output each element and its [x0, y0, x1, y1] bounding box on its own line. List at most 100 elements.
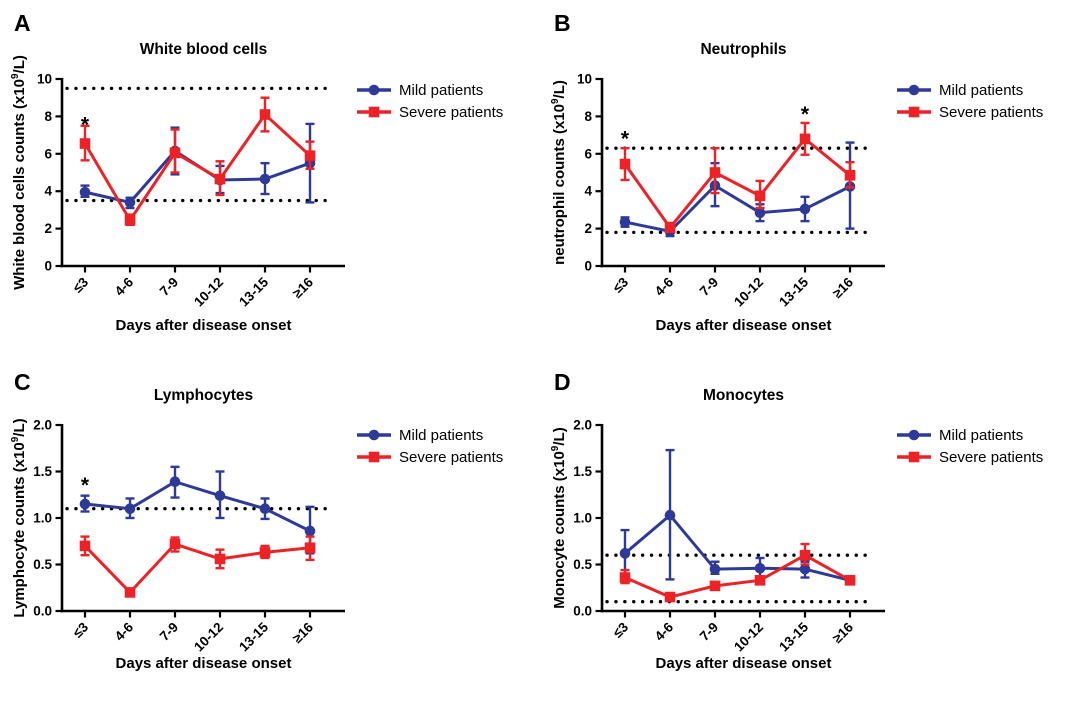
data-point-square: [214, 173, 226, 185]
y-tick-label: 8: [44, 109, 52, 124]
y-axis-title: White blood cells counts (x109/L): [10, 55, 28, 290]
y-tick-label: 2.0: [33, 418, 52, 433]
y-tick-label: 0.0: [33, 604, 52, 619]
data-point-circle: [259, 503, 271, 514]
y-tick-label: 2.0: [573, 418, 592, 433]
y-axis-title: neutrophil counts (x109/L): [550, 80, 568, 265]
y-tick-label: 1.0: [573, 511, 592, 526]
series-severe: [79, 535, 316, 598]
y-tick-label: 1.0: [33, 511, 52, 526]
significance-asterisk: *: [81, 113, 90, 136]
y-tick-label: 0.5: [573, 557, 592, 572]
data-point-circle: [214, 490, 226, 501]
y-tick-label: 0.0: [573, 604, 592, 619]
significance-asterisk: *: [81, 474, 90, 497]
legend-label: Severe patients: [939, 104, 1043, 121]
series-severe: [619, 121, 856, 233]
legend-label: Severe patients: [399, 104, 503, 121]
data-point-circle: [709, 563, 721, 575]
data-point-circle: [79, 186, 91, 198]
data-point-circle: [664, 509, 676, 521]
data-point-square: [709, 580, 721, 592]
data-point-square: [664, 591, 676, 603]
data-point-square: [79, 138, 91, 149]
data-point-square: [304, 150, 316, 161]
data-point-square: [259, 547, 271, 558]
y-tick-label: 6: [584, 146, 592, 161]
legend-label: Mild patients: [399, 82, 483, 99]
panel-letter: B: [554, 10, 571, 36]
y-tick-label: 1.5: [573, 464, 592, 479]
data-point-circle: [304, 525, 316, 537]
data-point-square: [169, 147, 181, 159]
legend-marker-square: [368, 451, 380, 463]
data-point-square: [799, 133, 811, 145]
x-axis-title: Days after disease onset: [116, 655, 292, 672]
y-tick-label: 0: [584, 259, 592, 274]
x-axis-title: Days after disease onset: [656, 655, 832, 672]
data-point-circle: [619, 216, 631, 228]
data-point-circle: [79, 498, 91, 510]
legend-item-mild: Mild patients: [897, 427, 1023, 444]
legend-marker-square: [368, 106, 380, 118]
y-tick-label: 10: [37, 72, 52, 87]
chart-title: White blood cells: [140, 41, 267, 58]
y-axis-title: Monocyte counts (x109/L): [550, 427, 568, 608]
data-point-square: [709, 167, 721, 178]
data-point-square: [259, 109, 271, 120]
data-point-circle: [124, 197, 136, 208]
x-axis-title: Days after disease onset: [116, 317, 292, 334]
series-line: [624, 553, 851, 599]
data-point-square: [79, 540, 91, 552]
data-point-square: [754, 575, 766, 586]
data-point-square: [169, 538, 181, 550]
series-line: [624, 183, 851, 234]
chart-title: Lymphocytes: [154, 387, 253, 404]
series-severe: [619, 542, 856, 603]
series-line: [83, 542, 311, 595]
legend-marker-circle: [368, 429, 380, 441]
data-point-square: [124, 214, 136, 226]
y-axis-title: Lymphocyte counts (x109/L): [10, 418, 28, 617]
data-point-square: [619, 572, 631, 583]
panel-background: [540, 0, 1080, 358]
legend-item-severe: Severe patients: [897, 449, 1043, 466]
chart-title: Neutrophils: [700, 41, 786, 58]
legend-marker-circle: [368, 84, 380, 96]
data-point-square: [844, 170, 856, 181]
legend-item-mild: Mild patients: [897, 82, 1023, 99]
series-mild: [79, 465, 316, 555]
series-line: [84, 480, 311, 533]
y-tick-label: 10: [577, 72, 592, 87]
data-point-circle: [754, 562, 766, 574]
panel-letter: A: [14, 10, 31, 36]
panel-background: [540, 358, 1080, 716]
series-line: [624, 513, 851, 582]
legend-label: Mild patients: [939, 82, 1023, 99]
data-point-square: [664, 222, 676, 233]
chart-title: Monocytes: [703, 387, 784, 404]
legend-item-mild: Mild patients: [357, 427, 483, 444]
data-point-circle: [619, 548, 631, 559]
legend-label: Severe patients: [399, 449, 503, 466]
data-point-square: [619, 158, 631, 170]
legend-item-severe: Severe patients: [897, 104, 1043, 121]
data-point-square: [214, 553, 226, 565]
legend-item-severe: Severe patients: [357, 104, 503, 121]
data-point-circle: [799, 203, 811, 215]
y-tick-label: 0.5: [33, 557, 52, 572]
panel-letter: C: [14, 369, 31, 395]
x-axis-title: Days after disease onset: [656, 317, 832, 334]
data-point-square: [304, 542, 316, 554]
panel-letter: D: [554, 369, 571, 395]
data-point-circle: [799, 563, 811, 575]
series-line: [623, 136, 851, 231]
y-tick-label: 2: [584, 221, 592, 236]
significance-asterisk: *: [801, 103, 810, 126]
data-point-square: [754, 190, 766, 202]
data-point-square: [124, 587, 136, 598]
